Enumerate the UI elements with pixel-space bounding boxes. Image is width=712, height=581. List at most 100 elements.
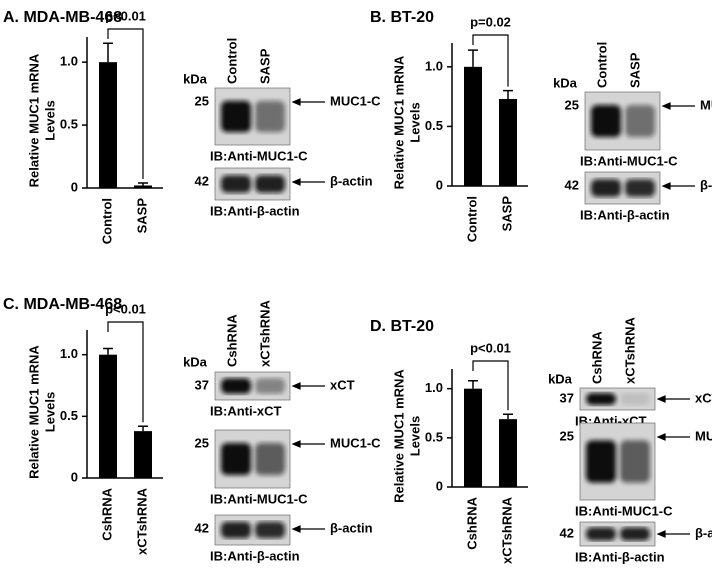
- mw-marker: 37: [560, 390, 574, 405]
- blot-caption: IB:Anti-MUC1-C: [580, 153, 678, 168]
- y-axis-label: Relative MUC1 mRNA: [26, 53, 41, 187]
- blot-caption: IB:Anti-β-actin: [210, 203, 300, 218]
- y-axis-label: Relative MUC1 mRNA: [391, 55, 406, 189]
- kda-label: kDa: [548, 371, 573, 386]
- band-arrow: [291, 382, 325, 390]
- mw-marker: 42: [560, 525, 574, 540]
- x-tick-label: xCTshRNA: [134, 487, 149, 555]
- lane-label: Control: [224, 38, 239, 84]
- significance-bracket: [107, 321, 144, 423]
- band-label: β-actin: [330, 173, 373, 188]
- band-arrow: [291, 525, 325, 533]
- p-value: p=0.02: [470, 14, 511, 29]
- mw-marker: 25: [560, 428, 574, 443]
- band-arrow: [661, 182, 695, 190]
- bar: [134, 431, 152, 478]
- lane-label: xCTshRNA: [622, 316, 637, 384]
- error-bar: [468, 380, 478, 389]
- mw-marker: 25: [195, 93, 209, 108]
- blot-caption: IB:Anti-MUC1-C: [210, 491, 308, 506]
- error-bar: [138, 425, 148, 432]
- y-tick-label: 1.0: [60, 54, 78, 69]
- x-tick-label: SASP: [499, 196, 514, 232]
- y-tick-label: 1.0: [425, 58, 443, 73]
- x-tick-label: Control: [99, 198, 114, 244]
- y-axis-label: Levels: [42, 100, 57, 140]
- band-arrow: [291, 98, 325, 106]
- blot-band: [586, 527, 616, 541]
- blot-band: [255, 378, 285, 394]
- panel-title: A. MDA-MB-468: [3, 9, 122, 26]
- panel-title: D. BT-20: [370, 318, 434, 335]
- y-tick-label: 0.5: [425, 118, 443, 133]
- blot-band: [625, 105, 655, 137]
- kda-label: kDa: [183, 354, 208, 369]
- blot-band: [625, 179, 655, 197]
- error-bar: [138, 182, 148, 186]
- y-tick-label: 0: [436, 478, 443, 493]
- blot-band: [221, 443, 251, 475]
- bar: [499, 99, 517, 186]
- y-axis-label: Relative MUC1 mRNA: [391, 369, 406, 503]
- y-tick-label: 0: [436, 177, 443, 192]
- band-label: β-actin: [330, 520, 373, 535]
- band-arrow: [656, 433, 690, 441]
- y-axis-label: Levels: [407, 102, 422, 142]
- band-label: MUC1-C: [330, 435, 381, 450]
- mw-marker: 25: [195, 435, 209, 450]
- blot-band: [255, 443, 285, 475]
- panel-title: B. BT-20: [370, 9, 434, 26]
- bar: [99, 62, 117, 188]
- band-arrow: [661, 102, 695, 110]
- blot-band: [221, 100, 251, 133]
- x-tick-label: Control: [464, 196, 479, 242]
- band-arrow: [291, 178, 325, 186]
- y-tick-label: 1.0: [60, 346, 78, 361]
- blot-band: [591, 179, 621, 197]
- band-label: β-actin: [700, 177, 712, 192]
- blot-caption: IB:Anti-MUC1-C: [575, 503, 673, 518]
- x-tick-label: xCTshRNA: [499, 496, 514, 564]
- kda-label: kDa: [183, 71, 208, 86]
- blot-band: [255, 521, 285, 539]
- error-bar: [103, 42, 113, 63]
- band-label: β-actin: [695, 525, 712, 540]
- band-arrow: [291, 440, 325, 448]
- blot-band: [586, 440, 616, 483]
- blot-caption: IB:Anti-xCT: [210, 403, 282, 418]
- panel-title: C. MDA-MB-468: [3, 296, 122, 313]
- bar: [464, 388, 482, 487]
- blot-band: [221, 175, 251, 193]
- x-tick-label: SASP: [134, 198, 149, 234]
- y-axis-label: Levels: [42, 392, 57, 432]
- error-bar: [468, 49, 478, 67]
- y-tick-label: 1.0: [425, 380, 443, 395]
- y-tick-label: 0: [71, 469, 78, 484]
- lane-label: SASP: [627, 52, 642, 88]
- blot-band: [221, 378, 251, 394]
- lane-label: CshRNA: [224, 314, 239, 367]
- band-label: MUC1-C: [700, 97, 712, 112]
- mw-marker: 42: [195, 173, 209, 188]
- y-tick-label: 0: [71, 179, 78, 194]
- p-value: p<0.01: [105, 8, 146, 23]
- band-arrow: [656, 395, 690, 403]
- mw-marker: 42: [565, 177, 579, 192]
- error-bar: [103, 347, 113, 355]
- error-bar: [503, 413, 513, 420]
- blot-caption: IB:Anti-β-actin: [210, 548, 300, 563]
- lane-label: Control: [594, 42, 609, 88]
- blot-band: [255, 100, 285, 133]
- band-label: xCT: [695, 390, 712, 405]
- bar: [499, 419, 517, 487]
- p-value: p<0.01: [105, 301, 146, 316]
- blot-caption: IB:Anti-β-actin: [575, 549, 665, 564]
- y-tick-label: 0.5: [60, 117, 78, 132]
- band-arrow: [656, 530, 690, 538]
- mw-marker: 42: [195, 520, 209, 535]
- bar: [99, 354, 117, 478]
- p-value: p<0.01: [470, 340, 511, 355]
- lane-label: SASP: [257, 48, 272, 84]
- significance-bracket: [107, 28, 144, 179]
